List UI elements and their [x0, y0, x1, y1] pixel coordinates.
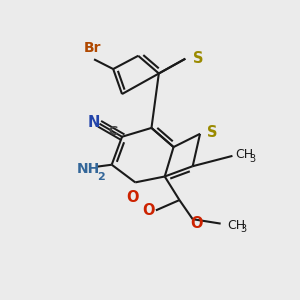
Text: O: O	[142, 203, 155, 218]
Text: CH: CH	[236, 148, 253, 161]
Text: S: S	[207, 125, 218, 140]
Text: 2: 2	[97, 172, 104, 182]
Text: O: O	[127, 190, 139, 205]
Text: S: S	[193, 51, 203, 66]
Text: 3: 3	[241, 224, 247, 235]
Text: CH: CH	[227, 219, 245, 232]
Text: O: O	[190, 216, 203, 231]
Text: C: C	[108, 124, 117, 138]
Text: N: N	[88, 115, 100, 130]
Text: NH: NH	[77, 162, 101, 176]
Text: 3: 3	[250, 154, 256, 164]
Text: Br: Br	[84, 41, 101, 55]
